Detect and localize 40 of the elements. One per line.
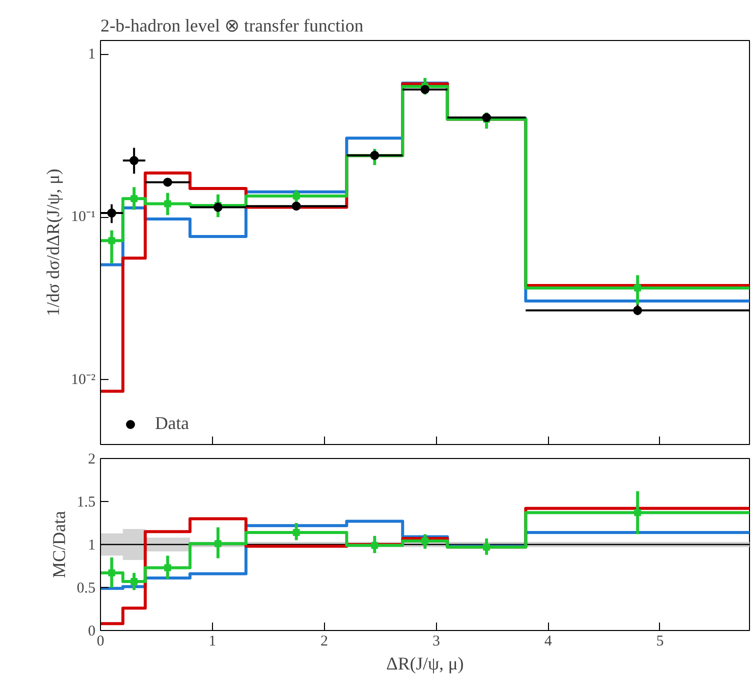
point xyxy=(130,195,138,202)
point xyxy=(130,156,139,166)
point xyxy=(214,540,222,548)
y-axis-title: MC/Data xyxy=(48,510,69,578)
y-tick-label: 10⁻² xyxy=(71,372,96,388)
point xyxy=(422,538,428,545)
point xyxy=(292,528,300,536)
x-tick-label: 2 xyxy=(320,634,328,650)
y-tick-label: 1 xyxy=(88,538,96,554)
point xyxy=(130,578,138,585)
point xyxy=(634,509,642,516)
x-tick-label: 3 xyxy=(432,634,440,650)
y-axis-title: 1/dσ dσ/dΔR(J/ψ, μ) xyxy=(43,168,64,316)
y-tick-label: 10⁻¹ xyxy=(71,209,96,226)
point xyxy=(420,84,430,94)
point xyxy=(371,542,378,549)
point xyxy=(213,202,222,212)
point xyxy=(633,306,642,315)
point xyxy=(164,200,172,208)
point xyxy=(163,178,172,187)
x-tick-label: 1 xyxy=(208,634,216,650)
point xyxy=(292,192,300,200)
legend-label: Data xyxy=(155,413,189,434)
chart-title: 2-b-hadron level ⊗ transfer function xyxy=(100,16,364,36)
point xyxy=(108,237,116,244)
x-axis-title: ΔR(J/ψ, μ) xyxy=(386,654,464,674)
x-tick-label: 5 xyxy=(656,634,664,650)
y-tick-label: 2 xyxy=(88,452,96,468)
y-tick-label: 1 xyxy=(88,46,96,63)
y-tick-label: 0.5 xyxy=(76,580,96,596)
y-tick-label: 1.5 xyxy=(76,494,96,510)
point xyxy=(482,113,492,122)
point xyxy=(634,284,642,292)
point xyxy=(483,544,490,551)
point xyxy=(108,569,116,576)
y-tick-label: 0 xyxy=(88,624,96,640)
point xyxy=(107,208,116,218)
point xyxy=(164,564,172,572)
point xyxy=(292,202,301,211)
x-tick-label: 4 xyxy=(544,634,552,650)
